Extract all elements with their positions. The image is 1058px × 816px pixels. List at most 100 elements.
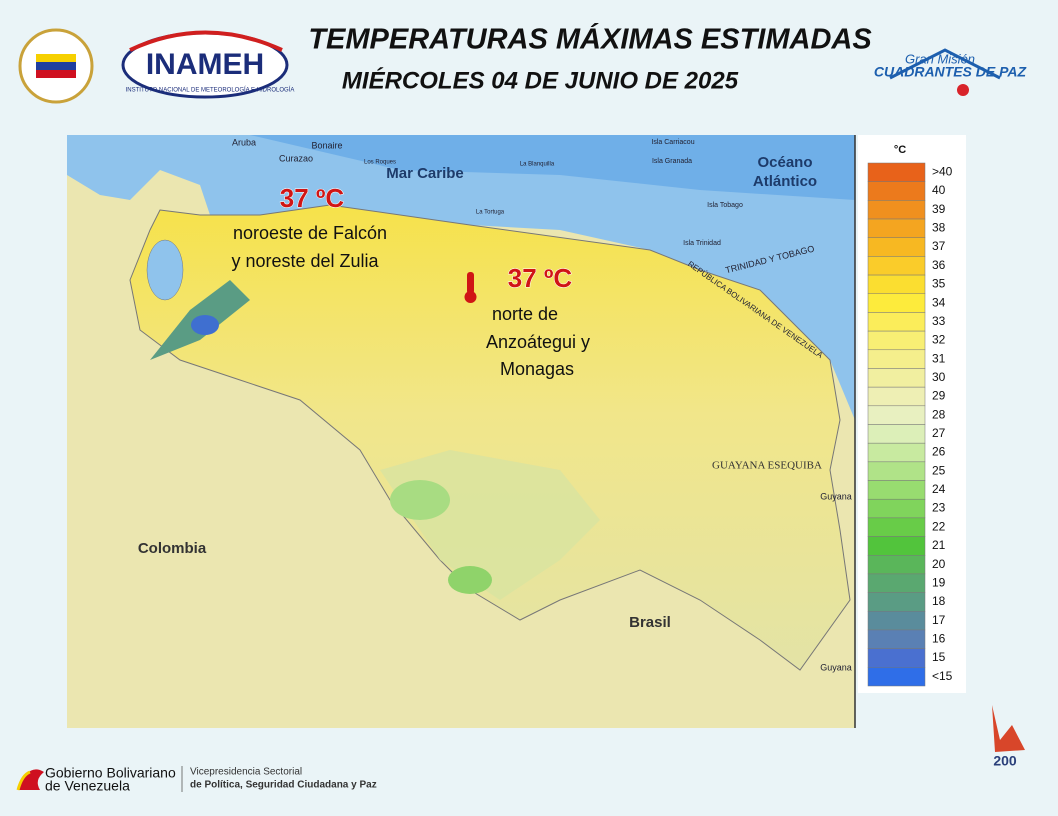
legend: >40 40 39 38 37 36 35 34 33 32 31 30 29 28 27 26 25 24 23 2… bbox=[867, 162, 953, 687]
annotation-text: norte de bbox=[492, 304, 558, 324]
map-label: La Blanquilla bbox=[520, 162, 555, 168]
legend-label: 40 bbox=[932, 183, 946, 197]
deep-sea bbox=[250, 135, 855, 200]
map-label: Mar Caribe bbox=[386, 165, 464, 182]
map-label: GUAYANA ESEQUIBA bbox=[712, 460, 822, 472]
green-area bbox=[390, 480, 450, 520]
legend-label: 27 bbox=[932, 426, 946, 440]
legend-label: 29 bbox=[932, 389, 946, 403]
annotation-text: noroeste de Falcón bbox=[233, 223, 387, 243]
logo-text: CUADRANTES DE PAZ bbox=[874, 64, 1027, 80]
legend-swatch bbox=[867, 274, 926, 295]
badge: 200 bbox=[993, 753, 1017, 769]
legend-swatch bbox=[867, 330, 926, 351]
legend-swatch bbox=[867, 424, 926, 444]
map-label: Guyana bbox=[820, 662, 852, 672]
legend-label: 24 bbox=[932, 482, 946, 496]
legend-swatch bbox=[867, 461, 926, 481]
legend-label: 26 bbox=[932, 445, 946, 459]
legend-swatch bbox=[867, 405, 926, 425]
map-label: Atlántico bbox=[753, 173, 817, 190]
map-label: Océano bbox=[757, 154, 812, 171]
logo-text: INAMEH bbox=[146, 48, 264, 81]
map-label: Guyana bbox=[820, 491, 852, 501]
logo-text: Gran Misión bbox=[905, 51, 975, 66]
legend-label: 35 bbox=[932, 277, 946, 291]
legend-swatch bbox=[867, 181, 926, 201]
thermometer-icon bbox=[464, 272, 477, 303]
legend-label: 31 bbox=[932, 351, 946, 365]
footer: Gobierno Bolivariano de Venezuela Vicepr… bbox=[16, 705, 1025, 794]
date: MIÉRCOLES 04 DE JUNIO DE 2025 bbox=[342, 66, 739, 94]
green-area bbox=[448, 566, 492, 594]
legend-swatch bbox=[867, 237, 926, 257]
logo-caption: INSTITUTO NACIONAL DE METEOROLOGÍA E HID… bbox=[126, 87, 295, 94]
map-label: La Tortuga bbox=[476, 210, 505, 216]
legend-label: 19 bbox=[932, 575, 946, 589]
legend-label: 18 bbox=[932, 594, 946, 608]
legend-swatch bbox=[867, 368, 926, 388]
map: Mar Caribe Océano Atlántico Colombia Bra… bbox=[67, 135, 856, 728]
annotation-value: 37 ºC bbox=[508, 263, 573, 293]
legend-label: 21 bbox=[932, 538, 946, 552]
legend-label: 36 bbox=[932, 258, 946, 272]
map-label: Los Roques bbox=[364, 160, 396, 166]
legend-label: 16 bbox=[932, 631, 946, 645]
footer-text: Gobierno Bolivariano bbox=[45, 765, 176, 781]
legend-label: 17 bbox=[932, 613, 946, 627]
legend-label: 22 bbox=[932, 519, 946, 533]
legend-label: 34 bbox=[932, 295, 946, 309]
title: TEMPERATURAS MÁXIMAS ESTIMADAS bbox=[308, 23, 872, 56]
sea bbox=[67, 135, 855, 420]
legend-swatch bbox=[867, 667, 926, 687]
legend-label: 37 bbox=[932, 239, 946, 253]
legend-swatch bbox=[867, 498, 926, 519]
legend-swatch bbox=[867, 162, 926, 182]
legend-swatch bbox=[867, 349, 926, 369]
footer-text: de Venezuela bbox=[45, 778, 130, 794]
legend-swatch bbox=[867, 573, 926, 593]
map-label: Brasil bbox=[629, 614, 671, 631]
map-label: Isla Tobago bbox=[707, 202, 743, 209]
legend-swatch bbox=[867, 611, 926, 631]
legend-swatch bbox=[867, 200, 926, 220]
legend-label: 20 bbox=[932, 557, 946, 571]
map-label: Bonaire bbox=[311, 140, 342, 150]
legend-label: 30 bbox=[932, 370, 946, 384]
venezuela bbox=[129, 204, 851, 671]
legend-swatch bbox=[867, 218, 926, 238]
footer-text: Vicepresidencia Sectorial bbox=[190, 767, 302, 778]
footer-text: de Política, Seguridad Ciudadana y Paz bbox=[190, 780, 377, 791]
legend-swatch bbox=[867, 592, 926, 612]
legend-unit: °C bbox=[894, 144, 906, 156]
lake-maracaibo bbox=[146, 239, 184, 301]
legend-label: 33 bbox=[932, 314, 946, 328]
map-label: Isla Carriacou bbox=[651, 139, 694, 146]
annotation-text: Anzoátegui y bbox=[486, 332, 590, 352]
legend-label: 38 bbox=[932, 221, 946, 235]
legend-swatch bbox=[867, 517, 926, 537]
map-label: Isla Granada bbox=[652, 158, 692, 165]
legend-swatch bbox=[867, 648, 926, 668]
annotation-text: Monagas bbox=[500, 359, 574, 379]
legend-swatch bbox=[867, 312, 926, 332]
map-label: Aruba bbox=[232, 137, 256, 147]
legend-label: 23 bbox=[932, 501, 946, 515]
legend-label: 28 bbox=[932, 407, 946, 421]
logo-cuadrantes: Gran Misión CUADRANTES DE PAZ bbox=[874, 48, 1027, 96]
legend-label: 39 bbox=[932, 202, 946, 216]
logo-inameh: INAMEH INSTITUTO NACIONAL DE METEOROLOGÍ… bbox=[121, 30, 295, 99]
legend-swatch bbox=[867, 386, 926, 407]
legend-swatch bbox=[867, 293, 926, 313]
legend-label: <15 bbox=[932, 669, 953, 683]
legend-label: >40 bbox=[932, 165, 953, 179]
legend-swatch bbox=[867, 480, 926, 500]
logo-left-emblem bbox=[18, 28, 94, 104]
legend-swatch bbox=[867, 256, 926, 276]
legend-swatch bbox=[867, 629, 926, 649]
map-label: Isla Trinidad bbox=[683, 240, 721, 247]
legend-label: 15 bbox=[932, 650, 946, 664]
legend-label: 25 bbox=[932, 463, 946, 477]
map-label: Curazao bbox=[279, 153, 313, 163]
